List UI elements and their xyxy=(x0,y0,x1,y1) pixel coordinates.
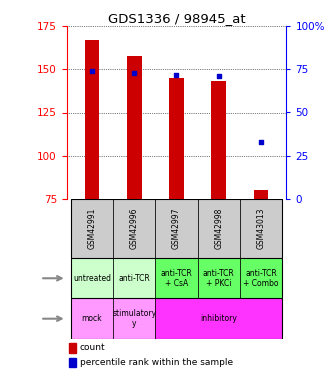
Text: count: count xyxy=(80,343,106,352)
Bar xyxy=(71,258,113,299)
Bar xyxy=(69,357,77,367)
Title: GDS1336 / 98945_at: GDS1336 / 98945_at xyxy=(108,12,245,25)
Text: percentile rank within the sample: percentile rank within the sample xyxy=(80,358,233,367)
Text: anti-TCR
+ CsA: anti-TCR + CsA xyxy=(161,268,192,288)
Bar xyxy=(156,298,282,339)
Bar xyxy=(113,199,156,258)
Text: untreated: untreated xyxy=(73,274,111,283)
Text: GSM42997: GSM42997 xyxy=(172,208,181,249)
Bar xyxy=(254,190,268,199)
Text: stimulatory
y: stimulatory y xyxy=(112,309,156,328)
Text: GSM42996: GSM42996 xyxy=(130,208,139,249)
Bar xyxy=(169,78,184,199)
Point xyxy=(89,68,95,74)
Bar xyxy=(240,258,282,299)
Bar xyxy=(85,40,99,199)
Bar xyxy=(240,199,282,258)
Text: GSM42998: GSM42998 xyxy=(214,208,223,249)
Bar xyxy=(69,343,77,352)
Text: anti-TCR: anti-TCR xyxy=(118,274,150,283)
Bar xyxy=(211,81,226,199)
Bar xyxy=(197,199,240,258)
Bar xyxy=(156,199,197,258)
Bar xyxy=(71,199,113,258)
Text: anti-TCR
+ Combo: anti-TCR + Combo xyxy=(243,268,279,288)
Bar xyxy=(127,56,142,199)
Text: anti-TCR
+ PKCi: anti-TCR + PKCi xyxy=(203,268,235,288)
Point xyxy=(174,72,179,78)
Text: mock: mock xyxy=(82,314,102,323)
Text: inhibitory: inhibitory xyxy=(200,314,237,323)
Point xyxy=(132,70,137,76)
Bar xyxy=(71,298,113,339)
Text: GSM43013: GSM43013 xyxy=(256,208,265,249)
Point xyxy=(216,73,221,79)
Text: GSM42991: GSM42991 xyxy=(88,208,97,249)
Bar xyxy=(197,258,240,299)
Bar xyxy=(113,258,156,299)
Bar xyxy=(113,298,156,339)
Point xyxy=(258,139,264,145)
Bar xyxy=(156,258,197,299)
